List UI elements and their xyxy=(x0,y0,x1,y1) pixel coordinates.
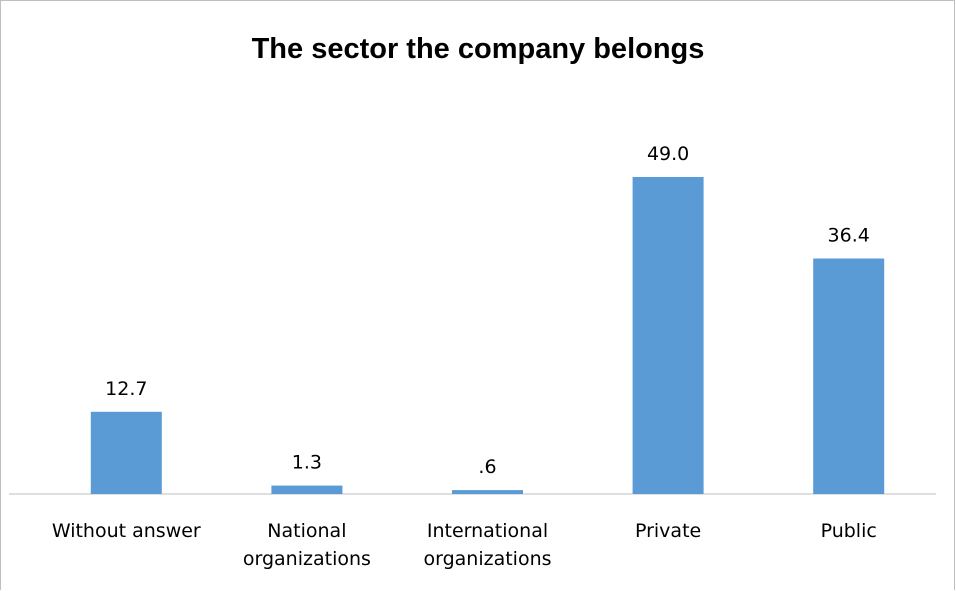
data-label-0: 12.7 xyxy=(105,378,147,400)
data-label-3: 49.0 xyxy=(647,143,689,165)
data-label-4: 36.4 xyxy=(828,225,870,247)
data-label-2: .6 xyxy=(478,456,496,478)
category-label-3: Private xyxy=(635,520,701,542)
category-label-2-line-0: International xyxy=(427,520,548,542)
bar-0 xyxy=(90,411,162,494)
bar-4 xyxy=(813,258,885,494)
bar-3 xyxy=(632,177,704,494)
category-label-1-line-0: National xyxy=(267,520,346,542)
category-label-1-line-1: organizations xyxy=(243,548,371,570)
data-label-1: 1.3 xyxy=(292,452,322,474)
category-label-2-line-1: organizations xyxy=(423,548,551,570)
bar-1 xyxy=(271,485,343,494)
bar-2 xyxy=(452,490,523,494)
category-label-0: Without answer xyxy=(52,520,201,542)
chart-title: The sector the company belongs xyxy=(251,33,705,65)
category-label-4: Public xyxy=(821,520,877,542)
